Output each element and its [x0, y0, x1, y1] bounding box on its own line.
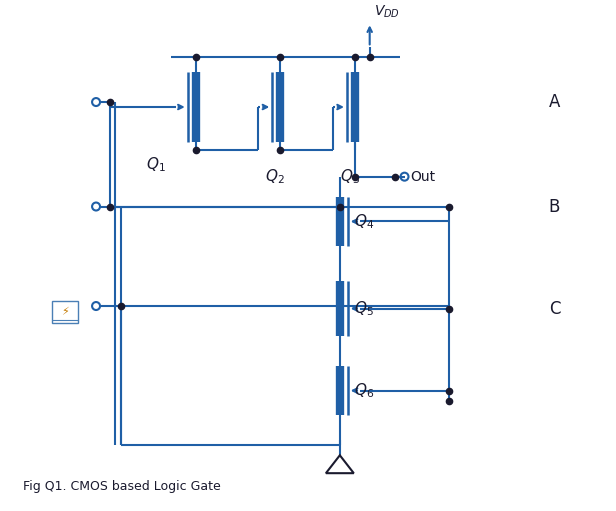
Text: ⚡: ⚡	[62, 307, 69, 317]
Text: $Q_6$: $Q_6$	[354, 382, 374, 400]
Text: B: B	[549, 198, 560, 216]
Text: $Q_5$: $Q_5$	[354, 299, 373, 318]
Text: Fig Q1. CMOS based Logic Gate: Fig Q1. CMOS based Logic Gate	[23, 480, 221, 493]
Text: $Q_1$: $Q_1$	[146, 156, 166, 174]
Text: $Q_2$: $Q_2$	[265, 168, 285, 187]
FancyBboxPatch shape	[52, 301, 78, 323]
Text: $Q_3$: $Q_3$	[340, 168, 360, 187]
Text: Out: Out	[410, 170, 436, 183]
Text: A: A	[549, 93, 560, 111]
Text: $V_{DD}$: $V_{DD}$	[374, 4, 400, 20]
Text: $Q_4$: $Q_4$	[354, 213, 374, 231]
Text: C: C	[549, 299, 561, 317]
